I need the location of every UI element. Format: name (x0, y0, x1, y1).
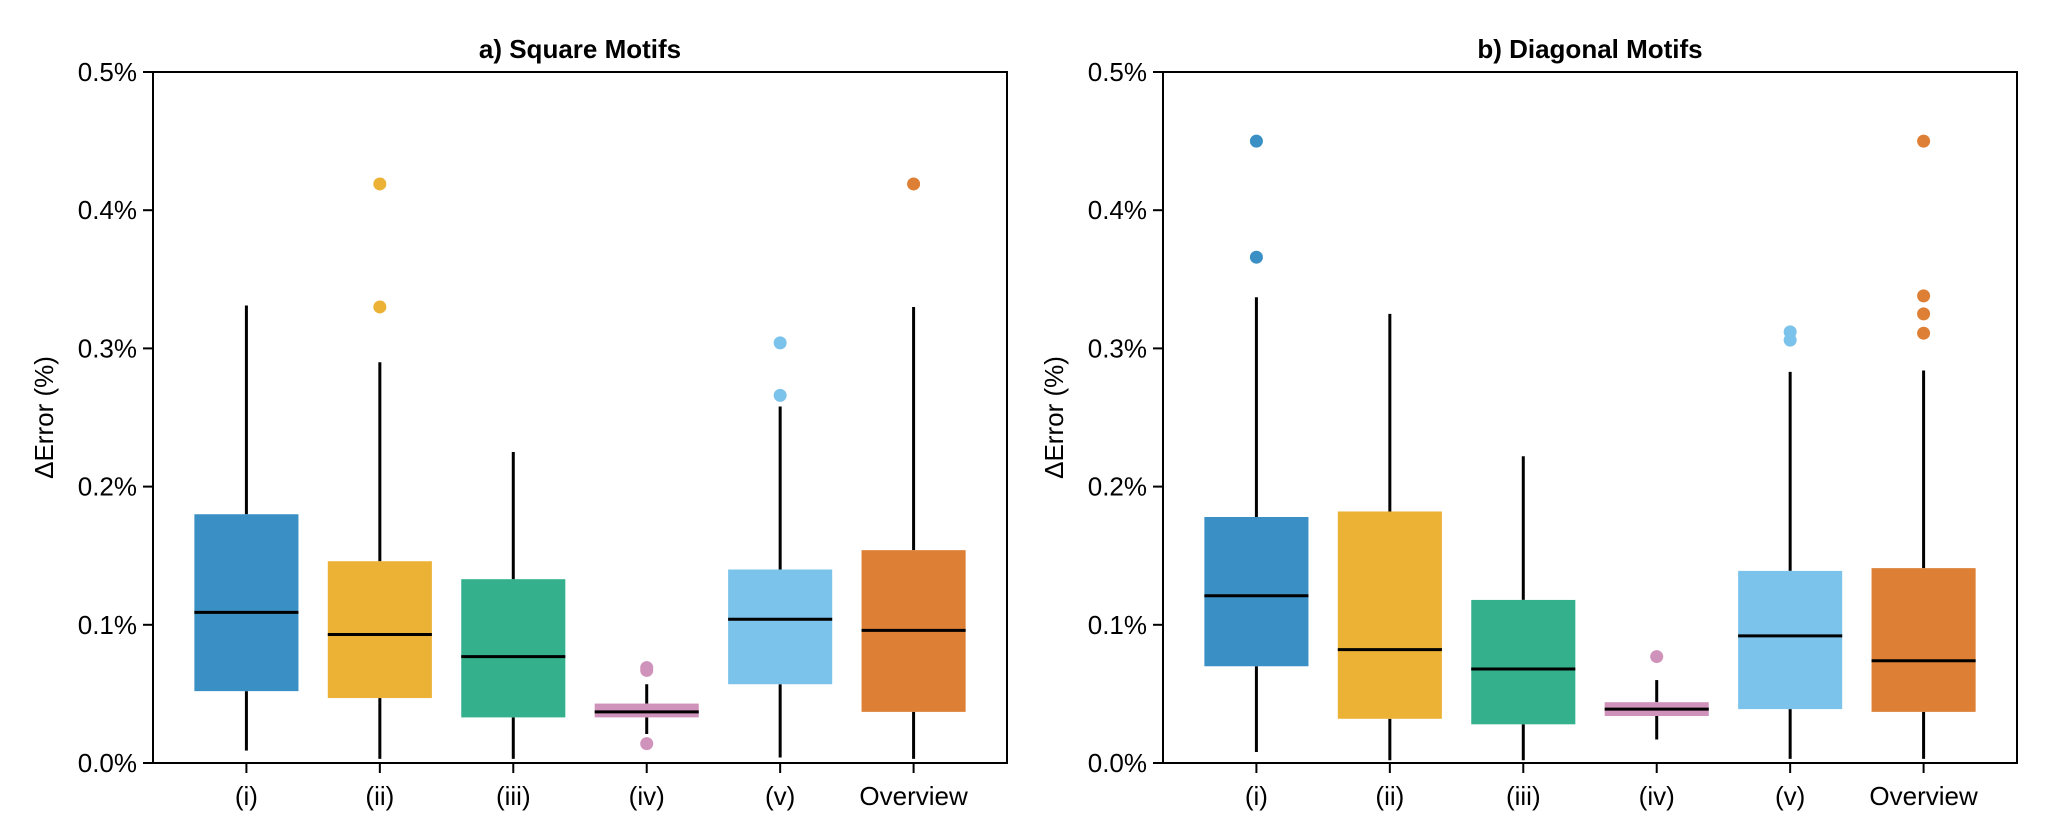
plot-frame (152, 71, 1008, 764)
outlier-point-v (773, 388, 787, 402)
x-tick-label-iv: (iv) (629, 781, 665, 811)
outlier-point-overview (1917, 134, 1931, 148)
y-tick-label: 0.1% (78, 610, 137, 640)
y-tick-label: 0.3% (78, 333, 137, 363)
x-tick-label-ii: (ii) (365, 781, 394, 811)
box-iii (461, 579, 566, 718)
x-tick-label-ii: (ii) (1375, 781, 1404, 811)
outlier-point-ii (373, 177, 387, 191)
outlier-point-overview (1917, 289, 1931, 303)
y-tick-label: 0.0% (78, 748, 137, 778)
y-axis-label: ΔError (%) (1039, 356, 1069, 479)
y-tick-label: 0.3% (1088, 333, 1147, 363)
box-overview (1871, 568, 1976, 712)
x-tick-label-i: (i) (1245, 781, 1268, 811)
y-tick-label: 0.0% (1088, 748, 1147, 778)
box-ii (1337, 511, 1442, 719)
outlier-point-i (1249, 250, 1263, 264)
y-tick-label: 0.4% (78, 195, 137, 225)
outlier-point-iv (1650, 650, 1664, 664)
outlier-point-iv (640, 661, 654, 675)
box-v (1738, 570, 1843, 710)
outlier-point-overview (907, 177, 921, 191)
x-tick-label-v: (v) (1775, 781, 1805, 811)
y-tick-label: 0.2% (1088, 472, 1147, 502)
panel-title: a) Square Motifs (479, 34, 681, 64)
y-tick-label: 0.5% (1088, 57, 1147, 87)
y-axis-label: ΔError (%) (29, 356, 59, 479)
x-tick-label-v: (v) (765, 781, 795, 811)
panel-diagonal-motifs: b) Diagonal Motifs ΔError (%) 0.0% 0.1% 0.2%… (1039, 34, 2018, 811)
box-v (728, 569, 833, 685)
panel-square-motifs: a) Square Motifs ΔError (%) 0.0% 0.1% 0.2% 0.… (29, 34, 1008, 811)
outlier-point-overview (1917, 326, 1931, 340)
box-ii (327, 561, 432, 699)
y-tick-label: 0.4% (1088, 195, 1147, 225)
x-tick-label-iii: (iii) (1506, 781, 1541, 811)
y-tick-label: 0.1% (1088, 610, 1147, 640)
outlier-point-i (1249, 134, 1263, 148)
outlier-point-iv (640, 737, 654, 751)
x-tick-label-overview: Overview (1869, 781, 1978, 811)
box-i (194, 514, 299, 692)
outlier-point-overview (1917, 307, 1931, 321)
x-tick-label-overview: Overview (859, 781, 968, 811)
box-iii (1471, 599, 1576, 725)
plot-frame (1162, 71, 2018, 764)
x-tick-label-iii: (iii) (496, 781, 531, 811)
outlier-point-v (1783, 325, 1797, 339)
outlier-point-v (773, 336, 787, 350)
y-tick-label: 0.2% (78, 472, 137, 502)
panel-title: b) Diagonal Motifs (1477, 34, 1702, 64)
box-i (1204, 517, 1309, 667)
outlier-point-ii (373, 300, 387, 314)
y-tick-label: 0.5% (78, 57, 137, 87)
x-tick-label-i: (i) (235, 781, 258, 811)
x-tick-label-iv: (iv) (1639, 781, 1675, 811)
